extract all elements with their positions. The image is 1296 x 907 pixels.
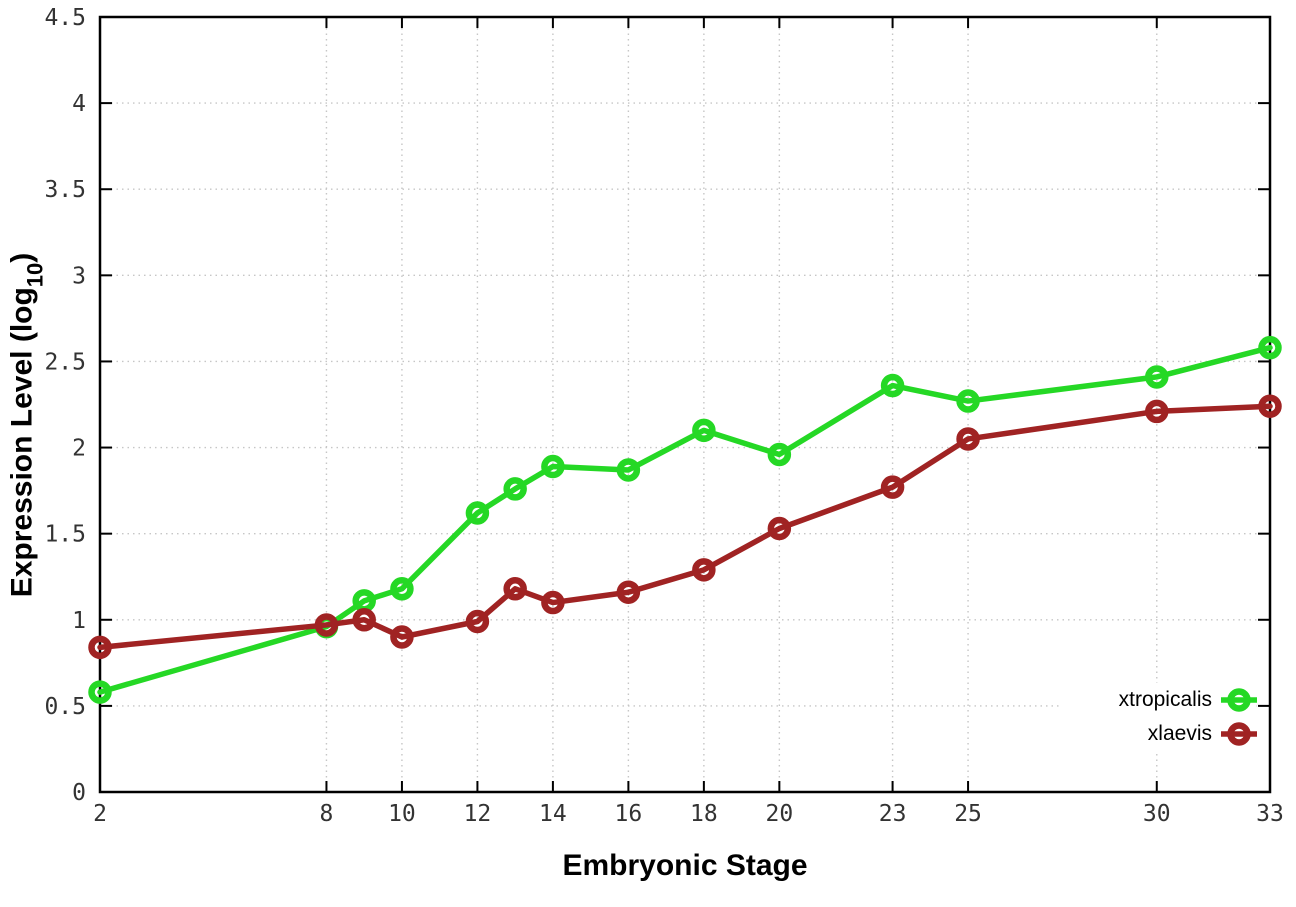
y-tick-label: 0.5: [44, 694, 86, 720]
y-tick-label: 1.5: [44, 522, 86, 548]
legend-marker-xtropicalis: [1221, 688, 1257, 712]
x-tick-label: 25: [954, 801, 982, 827]
x-tick-label: 2: [93, 801, 107, 827]
data-point-xtropicalis: [1145, 365, 1169, 389]
data-point-xtropicalis: [880, 373, 905, 398]
legend-entry-xtropicalis: xtropicalis: [1119, 684, 1258, 716]
x-tick-label: 30: [1143, 801, 1171, 827]
data-point-xtropicalis: [390, 577, 414, 601]
x-tick-label: 23: [879, 801, 907, 827]
y-tick-label: 2.5: [44, 349, 86, 375]
data-point-xtropicalis: [541, 454, 565, 479]
data-point-xtropicalis: [767, 442, 792, 467]
data-point-xlaevis: [314, 613, 339, 637]
data-point-xlaevis: [465, 609, 490, 634]
x-tick-label: 33: [1256, 801, 1284, 827]
data-point-xlaevis: [88, 635, 112, 660]
data-point-xtropicalis: [616, 458, 641, 482]
y-axis-label-text: Expression Level (log: [5, 287, 39, 598]
y-axis-label-subscript: 10: [22, 262, 48, 288]
data-point-xtropicalis: [503, 477, 527, 501]
legend-label-xtropicalis: xtropicalis: [1118, 688, 1212, 711]
y-axis-label: Expression Level (log10): [5, 252, 48, 598]
x-tick-label: 8: [320, 801, 334, 827]
x-tick-label: 10: [388, 801, 416, 827]
x-tick-label: 14: [539, 801, 567, 827]
data-point-xtropicalis: [88, 680, 112, 704]
data-point-xlaevis: [390, 625, 414, 649]
data-point-xtropicalis: [956, 389, 980, 413]
legend-background: [1060, 683, 1256, 751]
data-point-xtropicalis: [692, 418, 716, 443]
data-point-xlaevis: [616, 580, 641, 604]
data-point-xlaevis: [692, 558, 716, 582]
data-point-xlaevis: [541, 590, 565, 615]
legend: xtropicalis xlaevis: [1119, 684, 1258, 750]
y-tick-label: 2: [72, 436, 86, 462]
x-axis-label: Embryonic Stage: [562, 849, 808, 882]
legend-label-xlaevis: xlaevis: [1147, 722, 1212, 745]
data-point-xlaevis: [956, 427, 980, 451]
x-tick-label: 20: [766, 801, 794, 827]
data-point-xlaevis: [767, 516, 792, 541]
y-tick-label: 0: [72, 780, 86, 806]
y-tick-label: 1: [72, 608, 86, 634]
x-tick-label: 12: [464, 801, 492, 827]
plot-border: [98, 15, 1272, 794]
y-tick-label: 3.5: [44, 177, 86, 203]
x-tick-label: 16: [615, 801, 643, 827]
legend-marker-xlaevis: [1221, 722, 1257, 746]
y-tick-label: 4.5: [44, 5, 86, 31]
data-point-xlaevis: [1258, 394, 1282, 418]
legend-entry-xlaevis: xlaevis: [1119, 718, 1258, 750]
data-point-xlaevis: [503, 577, 527, 601]
x-tick-label: 18: [690, 801, 718, 827]
data-point-xtropicalis: [1258, 335, 1282, 360]
y-axis-label-close: ): [5, 252, 39, 263]
data-point-xlaevis: [880, 475, 905, 499]
data-point-xtropicalis: [465, 501, 490, 525]
data-point-xlaevis: [352, 608, 376, 632]
series-line-xtropicalis: [97, 344, 1273, 695]
y-tick-label: 4: [72, 91, 86, 117]
data-point-xlaevis: [1145, 399, 1169, 424]
y-tick-label: 3: [72, 263, 86, 289]
